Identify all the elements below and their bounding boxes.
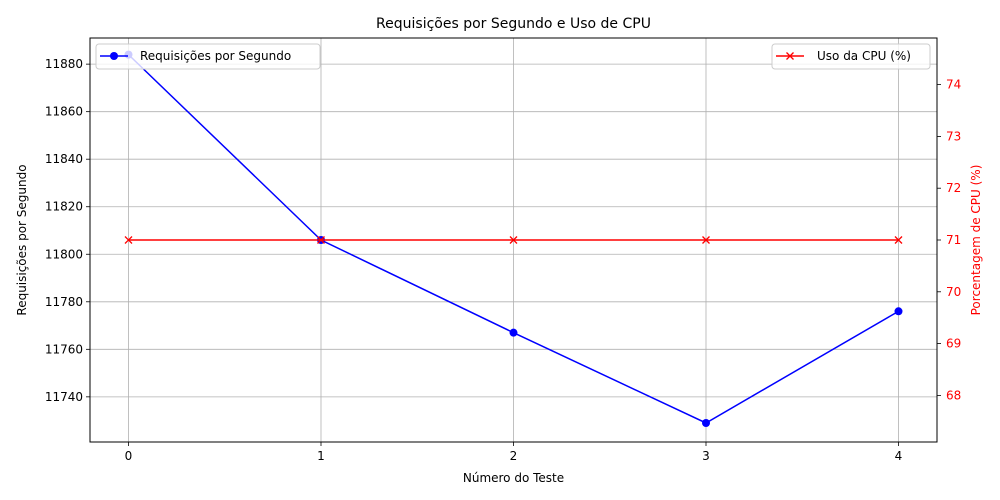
x-tick-label: 1 [317, 449, 325, 463]
x-tick-label: 0 [125, 449, 133, 463]
y-right-tick-label: 73 [946, 129, 961, 143]
y-right-tick-label: 71 [946, 233, 961, 247]
legend-cpu-swatch-marker [786, 52, 794, 60]
legend-requests-box [95, 43, 321, 70]
y-left-axis-ticks: 11740 11760 11780 11800 11820 11840 11860 11880 [45, 57, 90, 404]
x-tick-label: 3 [702, 449, 710, 463]
y-left-tick-label: 11840 [45, 152, 83, 166]
legend-requests-swatch-marker [110, 52, 118, 60]
y-right-tick-label: 72 [946, 181, 961, 195]
y-right-axis-ticks: 68 69 70 71 72 73 74 [937, 78, 961, 402]
y-right-axis-label: Porcentagem de CPU (%) [969, 165, 983, 316]
legend-cpu-box [771, 43, 931, 70]
x-tick-label: 2 [510, 449, 518, 463]
legend-cpu: Uso da CPU (%) [771, 43, 931, 70]
y-left-tick-label: 11760 [45, 342, 83, 356]
data-point-cpu [702, 236, 710, 244]
y-left-tick-label: 11800 [45, 247, 83, 261]
y-right-tick-label: 69 [946, 337, 961, 351]
x-axis-ticks: 0 1 2 3 4 [125, 442, 903, 463]
legend-requests: Requisições por Segundo [95, 43, 321, 70]
y-right-tick-label: 70 [946, 285, 961, 299]
x-marker-stroke [124, 236, 133, 244]
y-left-axis-label: Requisições por Segundo [15, 164, 29, 315]
data-point-requests [702, 418, 710, 427]
x-marker-stroke [702, 236, 710, 244]
x-axis-label: Número do Teste [463, 471, 564, 485]
x-marker-stroke [509, 236, 518, 244]
data-point-requests [509, 328, 518, 337]
y-left-tick-label: 11740 [45, 390, 83, 404]
legend-cpu-label: Uso da CPU (%) [817, 49, 911, 63]
data-point-cpu [124, 236, 133, 244]
x-tick-label: 4 [895, 449, 903, 463]
y-right-tick-label: 68 [946, 388, 961, 402]
x-marker-stroke [894, 236, 903, 244]
x-marker-stroke [786, 52, 794, 60]
y-right-tick-label: 74 [946, 78, 961, 92]
chart-title: Requisições por Segundo e Uso de CPU [376, 16, 651, 32]
x-marker-stroke [317, 236, 325, 244]
y-left-tick-label: 11820 [45, 200, 83, 214]
data-point-cpu [894, 236, 903, 244]
data-point-cpu [509, 236, 518, 244]
legend-requests-label: Requisições por Segundo [140, 49, 291, 63]
y-left-tick-label: 11880 [45, 57, 83, 71]
y-left-tick-label: 11780 [45, 295, 83, 309]
y-left-tick-label: 11860 [45, 105, 83, 119]
data-point-cpu [317, 236, 325, 244]
data-point-requests [894, 307, 903, 316]
